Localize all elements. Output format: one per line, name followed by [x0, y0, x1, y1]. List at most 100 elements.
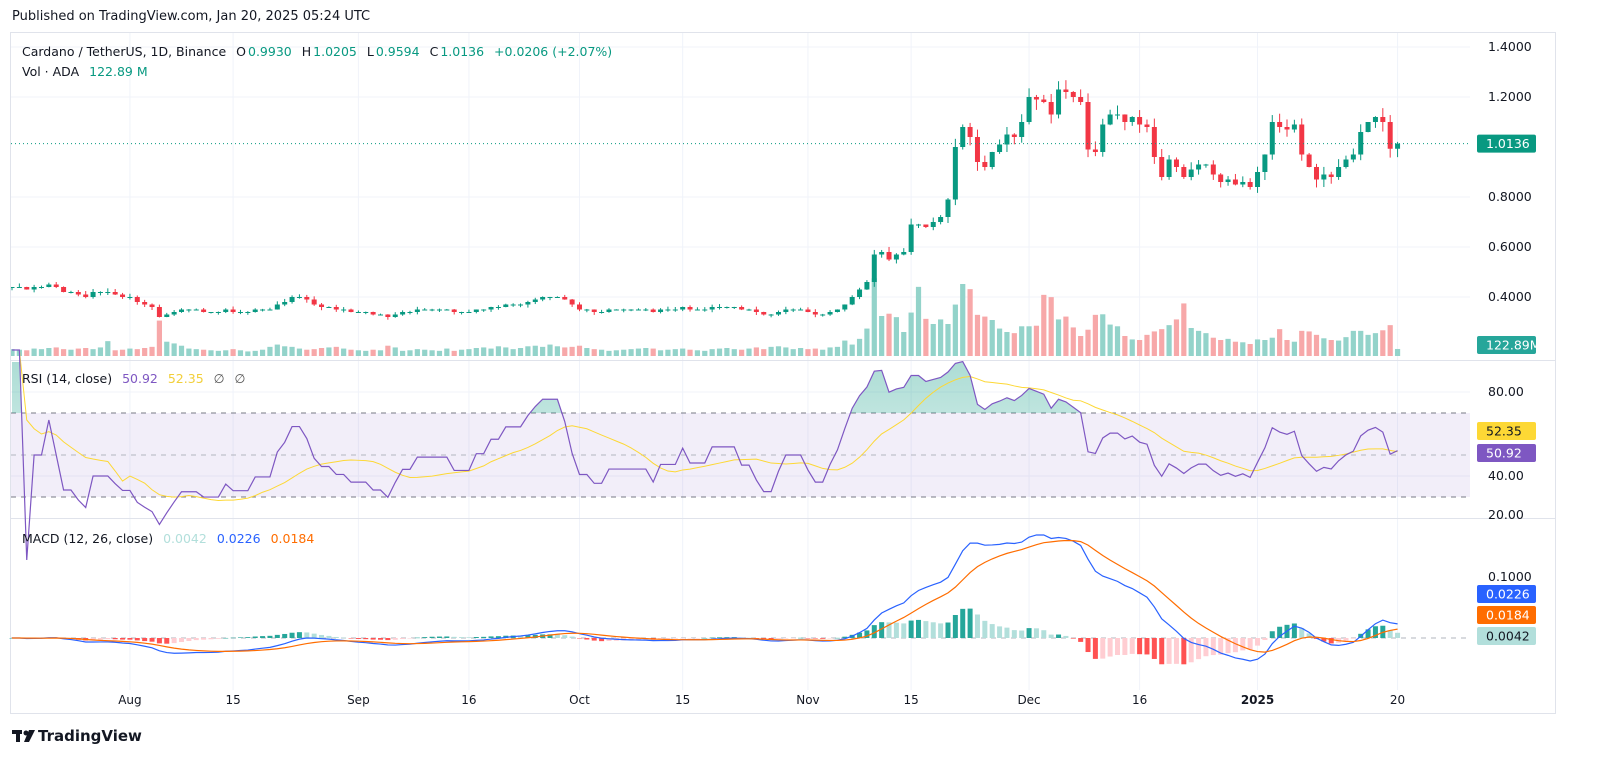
macd-histogram-bar [1291, 623, 1297, 638]
candle-down [1218, 174, 1224, 182]
volume-bar [1063, 316, 1069, 356]
macd-histogram-bar [1063, 635, 1069, 638]
candle-up [997, 144, 1003, 152]
volume-bar [414, 349, 420, 356]
volume-bar [53, 347, 59, 356]
macd-histogram-bar [444, 636, 450, 638]
macd-histogram-bar [1004, 627, 1010, 638]
candle-up [1269, 122, 1275, 155]
volume-bar [370, 349, 376, 356]
macd-histogram-bar [1372, 626, 1378, 638]
candle-up [901, 252, 907, 255]
macd-histogram-bar [1203, 638, 1209, 657]
volume-bar [223, 350, 229, 356]
time-tick-label: Dec [1017, 693, 1040, 707]
candle-up [1343, 159, 1349, 167]
volume-label[interactable]: Vol · ADA [22, 64, 80, 79]
candle-down [83, 294, 89, 297]
candle-up [783, 309, 789, 312]
candle-up [1240, 182, 1246, 185]
volume-bar [1277, 329, 1283, 356]
candle-down [687, 307, 693, 310]
volume-bar [429, 350, 435, 356]
macd-histogram-bar [1122, 638, 1128, 655]
macd-histogram-bar [296, 632, 302, 638]
volume-bar [1372, 333, 1379, 356]
candle-up [746, 309, 752, 311]
volume-bar [591, 349, 597, 356]
volume-bar [908, 312, 914, 356]
macd-label[interactable]: MACD (12, 26, close) [22, 531, 154, 546]
macd-signal-line [12, 539, 1398, 653]
macd-histogram-bar [893, 622, 899, 638]
macd-histogram-bar [134, 638, 140, 641]
volume-bar [444, 348, 450, 356]
candle-down [923, 224, 929, 227]
volume-bar [392, 347, 398, 356]
volume-bar [746, 348, 752, 356]
macd-histogram-bar [1115, 638, 1120, 655]
volume-bar [208, 350, 214, 356]
macd-histogram-bar [1277, 626, 1283, 638]
volume-bar [304, 349, 310, 356]
current-volume-badge [1477, 336, 1536, 354]
macd-signal-label: 0.0184 [1486, 608, 1530, 623]
tradingview-logo[interactable]: TradingView [12, 727, 142, 745]
candle-down [569, 299, 575, 305]
candle-up [1225, 179, 1231, 182]
volume-bar [1004, 332, 1010, 356]
rsi-label[interactable]: RSI (14, close) [22, 371, 113, 386]
candle-down [650, 309, 656, 312]
macd-histogram-bar [518, 635, 524, 638]
volume-bar [171, 343, 177, 356]
macd-histogram-bar [414, 637, 420, 639]
candle-up [628, 309, 634, 311]
symbol-title[interactable]: Cardano / TetherUS, 1D, Binance [22, 44, 227, 59]
volume-bar [1019, 326, 1025, 356]
macd-histogram-bar [1033, 628, 1039, 638]
main-legend: Cardano / TetherUS, 1D, Binance O 0.9930 … [22, 44, 618, 59]
candle-down [1048, 102, 1054, 115]
candle-down [576, 304, 582, 310]
volume-bar [517, 348, 524, 356]
macd-histogram-bar [680, 638, 686, 639]
macd-histogram-bar [1137, 638, 1143, 655]
candle-up [547, 297, 553, 298]
rsi-ma-value: 52.35 [167, 371, 204, 386]
candle-up [1019, 122, 1025, 137]
rsi-legend: RSI (14, close) 50.92 52.35 ∅ ∅ [22, 371, 251, 386]
volume-bar [901, 332, 907, 356]
macd-histogram-bar [1188, 638, 1194, 663]
volume-bar [562, 347, 568, 356]
macd-histogram-bar [879, 622, 885, 638]
volume-bars [11, 278, 1401, 356]
volume-bar [554, 346, 560, 356]
volume-bar [1092, 314, 1098, 356]
current-price-badge [1477, 134, 1536, 153]
volume-bar [923, 318, 929, 356]
volume-bar [1232, 341, 1239, 356]
volume-bar [540, 346, 546, 356]
time-tick-label: 15 [903, 693, 918, 707]
volume-bar [1144, 334, 1150, 356]
volume-bar [1284, 340, 1290, 356]
volume-bar [694, 350, 701, 356]
volume-bar [355, 350, 361, 356]
macd-histogram-bar [120, 638, 126, 640]
volume-bar [1041, 294, 1047, 356]
candle-up [289, 297, 295, 302]
macd-histogram-bar [967, 608, 973, 638]
candles [11, 80, 1401, 320]
candle-up [1350, 154, 1356, 160]
volume-bar [982, 316, 988, 356]
candle-up [237, 312, 243, 313]
candle-up [1358, 132, 1364, 155]
macd-histogram-bar [989, 624, 995, 638]
candle-up [164, 314, 170, 317]
macd-histogram-bar [407, 638, 413, 639]
macd-histogram-bar [930, 622, 936, 638]
candle-up [731, 307, 737, 308]
candle-up [820, 314, 826, 316]
candle-up [694, 309, 700, 311]
